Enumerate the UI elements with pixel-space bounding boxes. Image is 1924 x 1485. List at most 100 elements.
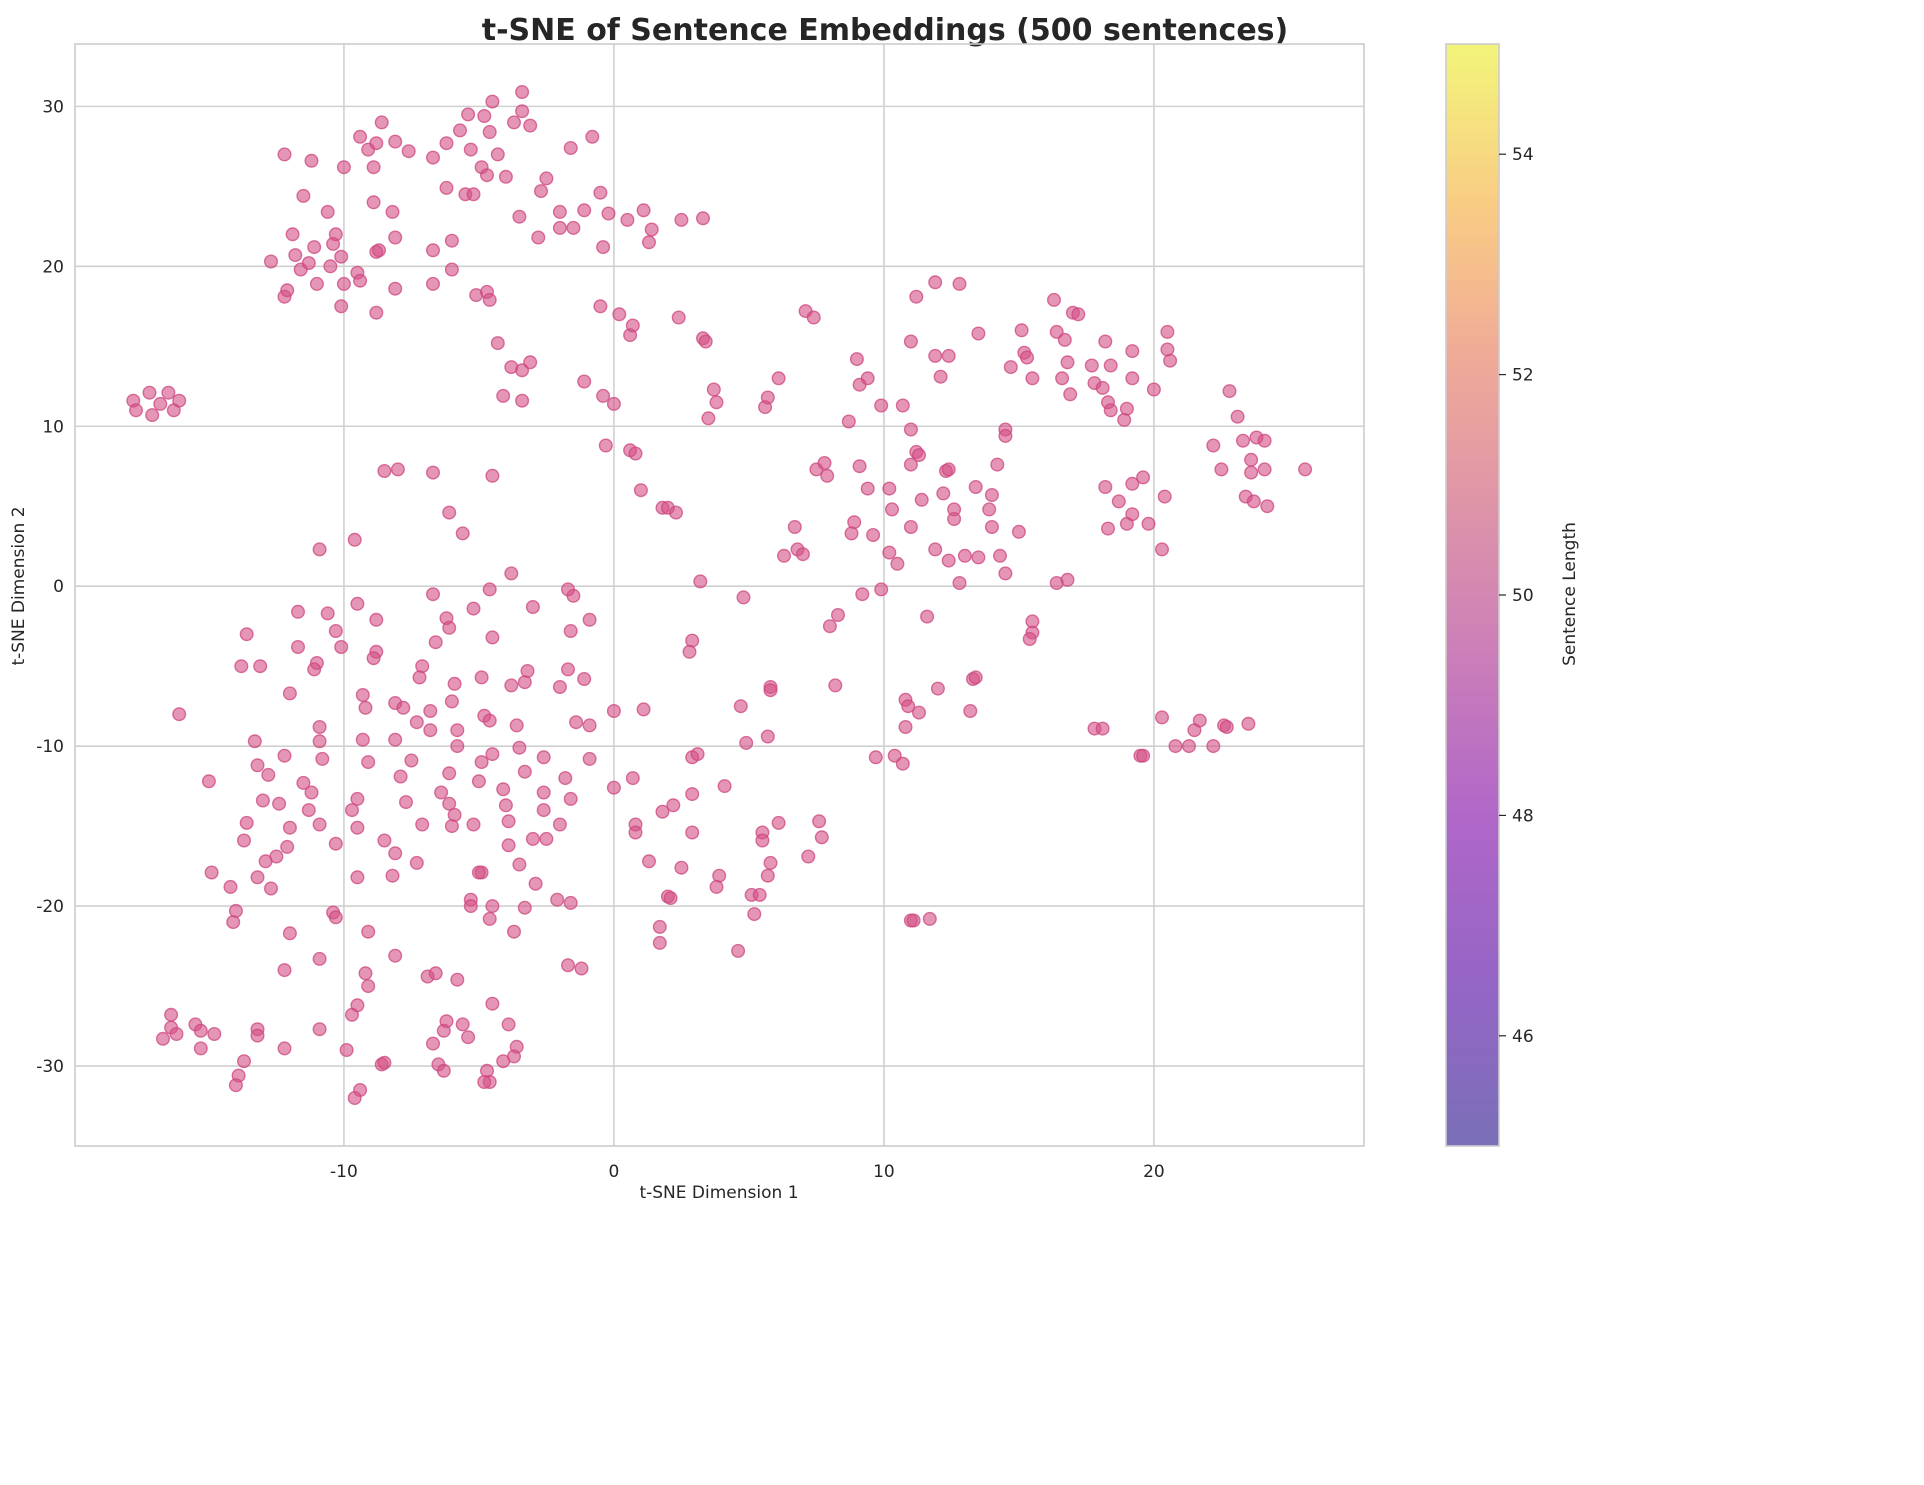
- data-point: [388, 948, 403, 963]
- data-point: [852, 459, 867, 474]
- data-point: [509, 718, 524, 733]
- data-point: [388, 230, 403, 245]
- data-point: [282, 686, 297, 701]
- data-point: [841, 414, 856, 429]
- data-point: [1100, 521, 1115, 536]
- data-point: [528, 876, 543, 891]
- data-point: [496, 782, 511, 797]
- data-point: [625, 771, 640, 786]
- data-point: [847, 515, 862, 530]
- data-points: [126, 84, 1313, 1105]
- data-point: [685, 787, 700, 802]
- data-point: [690, 747, 705, 762]
- data-point: [315, 751, 330, 766]
- data-point: [941, 553, 956, 568]
- data-point: [480, 168, 495, 183]
- data-point: [890, 556, 905, 571]
- data-point: [377, 833, 392, 848]
- data-point: [787, 520, 802, 535]
- colorbar-tick-label: 48: [1512, 806, 1534, 826]
- data-point: [1246, 494, 1261, 509]
- data-point: [1025, 371, 1040, 386]
- data-point: [353, 129, 368, 144]
- data-point: [1103, 358, 1118, 373]
- data-point: [968, 670, 983, 685]
- data-point: [585, 129, 600, 144]
- data-point: [291, 640, 306, 655]
- data-point: [563, 895, 578, 910]
- data-point: [874, 582, 889, 597]
- data-point: [239, 627, 254, 642]
- data-point: [490, 336, 505, 351]
- data-point: [1157, 489, 1172, 504]
- data-point: [461, 1030, 476, 1045]
- data-point: [485, 94, 500, 109]
- colorbar-tick-label: 46: [1512, 1027, 1534, 1047]
- data-point: [312, 734, 327, 749]
- data-point: [971, 550, 986, 565]
- data-point: [428, 635, 443, 650]
- data-point: [155, 1031, 170, 1046]
- plot-frame: [74, 43, 1365, 1147]
- data-point: [355, 688, 370, 703]
- y-axis-label: t-SNE Dimension 2: [9, 506, 29, 665]
- data-point: [1136, 748, 1151, 763]
- data-point: [984, 488, 999, 503]
- data-point: [1260, 499, 1275, 514]
- data-point: [536, 785, 551, 800]
- data-point: [442, 620, 457, 635]
- data-point: [1230, 409, 1245, 424]
- data-point: [701, 411, 716, 426]
- data-point: [374, 115, 389, 130]
- data-point: [515, 104, 530, 119]
- data-point: [957, 548, 972, 563]
- data-point: [423, 704, 438, 719]
- data-point: [636, 203, 651, 218]
- data-point: [455, 1017, 470, 1032]
- data-point: [1206, 739, 1221, 754]
- data-point: [536, 803, 551, 818]
- data-point: [574, 961, 589, 976]
- data-point: [482, 124, 497, 139]
- data-point: [855, 587, 870, 602]
- data-point: [485, 747, 500, 762]
- data-point: [304, 785, 319, 800]
- data-point: [1136, 470, 1151, 485]
- data-point: [328, 836, 343, 851]
- y-axis-ticks: -30 -20 -10 0 10 20 30: [36, 97, 64, 1077]
- colorbar-ticks: 46 48 50 52 54: [1499, 145, 1534, 1047]
- data-point: [393, 769, 408, 784]
- data-point: [345, 803, 360, 818]
- data-point: [239, 815, 254, 830]
- data-point: [577, 203, 592, 218]
- data-point: [334, 299, 349, 314]
- data-point: [566, 220, 581, 235]
- data-point: [442, 766, 457, 781]
- data-point: [814, 830, 829, 845]
- data-point: [990, 457, 1005, 472]
- data-point: [760, 729, 775, 744]
- data-point: [377, 464, 392, 479]
- data-point: [806, 310, 821, 325]
- data-point: [320, 606, 335, 621]
- data-point: [928, 275, 943, 290]
- data-point: [301, 803, 316, 818]
- data-point: [463, 899, 478, 914]
- data-point: [674, 212, 689, 227]
- data-point: [412, 670, 427, 685]
- data-point: [920, 609, 935, 624]
- data-point: [498, 798, 513, 813]
- data-point: [828, 678, 843, 693]
- data-point: [366, 651, 381, 666]
- data-point: [339, 1042, 354, 1057]
- data-point: [426, 465, 441, 480]
- data-point: [388, 696, 403, 711]
- data-point: [288, 248, 303, 263]
- data-point: [569, 715, 584, 730]
- data-point: [264, 254, 279, 269]
- data-point: [255, 793, 270, 808]
- data-point: [652, 935, 667, 950]
- data-point: [512, 857, 527, 872]
- data-point: [261, 767, 276, 782]
- gridlines: [75, 44, 1364, 1146]
